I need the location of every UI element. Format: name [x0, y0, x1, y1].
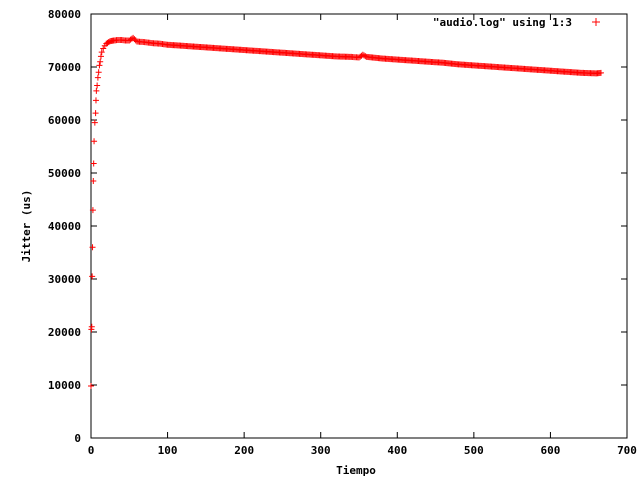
legend: "audio.log" using 1:3: [433, 16, 600, 29]
legend-marker: [592, 18, 600, 26]
data-point: [90, 160, 97, 167]
data-series: [88, 34, 604, 390]
data-point: [125, 37, 132, 44]
y-tick-label: 80000: [48, 8, 81, 21]
data-point: [96, 62, 103, 69]
y-tick-label: 50000: [48, 167, 81, 180]
data-point: [92, 110, 99, 117]
x-tick-label: 600: [540, 444, 560, 457]
data-point: [100, 45, 107, 52]
y-tick-label: 0: [74, 432, 81, 445]
y-tick-label: 20000: [48, 326, 81, 339]
data-point: [89, 207, 96, 214]
data-point: [361, 52, 368, 59]
plot-frame: [90, 13, 628, 439]
x-tick-label: 700: [617, 444, 637, 457]
x-tick-label: 100: [158, 444, 178, 457]
y-tick-label: 60000: [48, 114, 81, 127]
y-tick-label: 30000: [48, 273, 81, 286]
data-point: [131, 36, 138, 43]
data-point: [98, 49, 105, 56]
x-tick-label: 300: [311, 444, 331, 457]
x-tick-label: 500: [464, 444, 484, 457]
data-point: [95, 69, 102, 76]
data-point: [132, 37, 139, 44]
data-point: [354, 54, 361, 61]
y-axis-label: Jitter (us): [20, 190, 33, 263]
data-point: [94, 82, 101, 89]
data-point: [91, 138, 98, 145]
data-point: [88, 323, 95, 330]
y-tick-label: 40000: [48, 220, 81, 233]
data-point: [88, 383, 94, 390]
x-tick-label: 200: [234, 444, 254, 457]
x-tick-label: 400: [387, 444, 407, 457]
y-axis: 0 10000 20000 30000 40000 50000 60000 70000 8000…: [48, 8, 627, 445]
data-point: [97, 58, 104, 65]
y-tick-label: 10000: [48, 379, 81, 392]
data-point: [592, 18, 600, 26]
x-axis-label: Tiempo: [336, 464, 376, 477]
data-point: [91, 119, 98, 126]
y-tick-label: 70000: [48, 61, 81, 74]
data-point: [357, 53, 364, 60]
data-point: [94, 74, 101, 81]
data-point: [97, 53, 104, 60]
data-point: [89, 273, 96, 280]
data-point: [93, 87, 100, 94]
x-axis: 0 100 200 300 400 500 600 700: [88, 14, 637, 457]
data-point: [89, 244, 96, 251]
data-point: [92, 97, 99, 104]
data-point: [596, 69, 603, 76]
data-point: [90, 177, 97, 184]
data-point: [127, 36, 134, 43]
x-tick-label: 0: [88, 444, 95, 457]
legend-label: "audio.log" using 1:3: [433, 16, 572, 29]
